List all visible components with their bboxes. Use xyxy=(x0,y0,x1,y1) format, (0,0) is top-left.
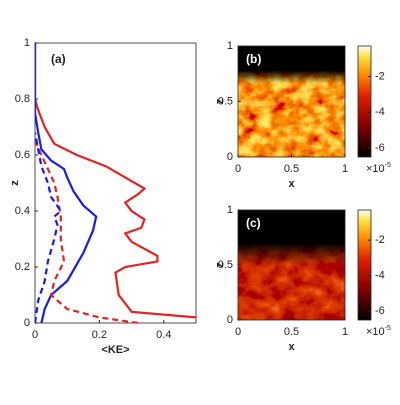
y-tick-label: 0.8 xyxy=(15,93,30,105)
y-tick-label: 0.4 xyxy=(15,205,30,217)
colorbar-tick-label: -6 xyxy=(375,305,385,317)
series-line xyxy=(35,132,63,323)
offset-exponent: -5 xyxy=(385,162,391,169)
x-tick-label: 0.5 xyxy=(284,326,299,338)
heatmap-shade xyxy=(238,210,345,320)
y-tick-label: 0.5 xyxy=(218,259,233,271)
y-tick-label: 1 xyxy=(227,40,233,52)
colorbar-tick-label: -4 xyxy=(375,270,385,282)
series-line xyxy=(35,43,98,323)
colorbar-offset: ×10-5 xyxy=(366,325,391,338)
colorbar xyxy=(357,209,372,321)
y-tick-label: 0.5 xyxy=(218,95,233,107)
colorbar-tick-label: -2 xyxy=(375,234,385,246)
panel-label: (a) xyxy=(51,52,66,66)
offset-base: ×10 xyxy=(366,326,385,338)
x-tick-label: 1 xyxy=(342,163,348,175)
offset-exponent: -5 xyxy=(385,325,391,332)
y-axis-label: z xyxy=(214,98,226,104)
x-axis-label: x xyxy=(288,178,295,190)
x-tick-label: 0.5 xyxy=(284,163,299,175)
colorbar-offset: ×10-5 xyxy=(366,162,391,175)
x-tick-label: 0 xyxy=(235,163,241,175)
panel-label: (b) xyxy=(246,52,261,66)
colorbar xyxy=(357,45,372,158)
colorbar-tick-label: -2 xyxy=(375,70,385,82)
y-tick-label: 0 xyxy=(227,314,233,326)
series-line xyxy=(35,43,196,319)
x-tick-label: 0.2 xyxy=(92,329,107,341)
y-tick-label: 0 xyxy=(24,317,30,329)
x-tick-label: 0 xyxy=(235,326,241,338)
x-axis-label: x xyxy=(288,341,295,353)
plot-area xyxy=(35,43,196,323)
series-line xyxy=(35,140,139,323)
colorbar-tick-label: -6 xyxy=(375,142,385,154)
y-tick-label: 0.6 xyxy=(15,149,30,161)
y-tick-label: 1 xyxy=(24,37,30,49)
x-tick-label: 0.4 xyxy=(156,329,171,341)
heatmap-shade xyxy=(238,46,345,157)
x-tick-label: 0 xyxy=(32,329,38,341)
y-axis-label: z xyxy=(214,262,226,268)
y-tick-label: 0.2 xyxy=(15,261,30,273)
panel-label: (c) xyxy=(246,216,261,230)
y-tick-label: 1 xyxy=(227,204,233,216)
axes-frame xyxy=(34,42,197,324)
y-tick-label: 0 xyxy=(227,151,233,163)
x-tick-label: 1 xyxy=(342,326,348,338)
offset-base: ×10 xyxy=(366,163,385,175)
colorbar-tick-label: -4 xyxy=(375,106,385,118)
y-axis-label: z xyxy=(9,180,21,186)
x-axis-label: <KE> xyxy=(101,344,129,356)
